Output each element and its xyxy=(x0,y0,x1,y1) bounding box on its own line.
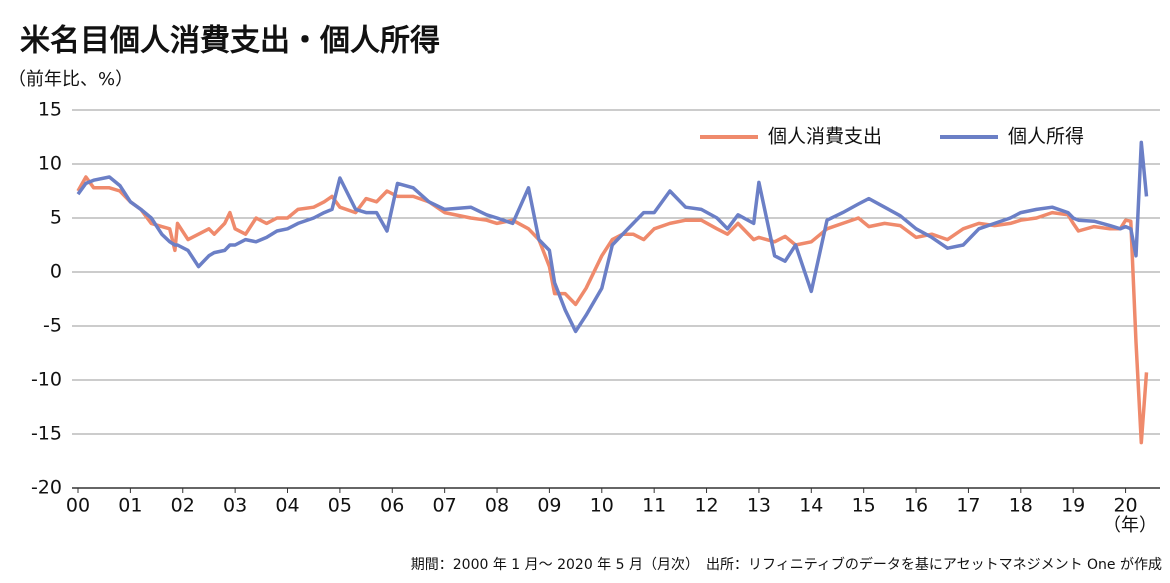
x-tick-label: 10 xyxy=(590,495,614,517)
y-tick-label: -10 xyxy=(31,369,62,391)
x-tick-label: 01 xyxy=(118,495,142,517)
x-tick-label: 00 xyxy=(66,495,90,517)
chart-title: 米名目個人消費支出・個人所得 xyxy=(20,24,440,59)
y-axis-label: （前年比、%） xyxy=(8,69,133,90)
legend-label: 個人消費支出 xyxy=(768,126,882,148)
x-tick-label: 15 xyxy=(852,495,876,517)
y-tick-label: 5 xyxy=(50,207,62,229)
x-tick-label: 09 xyxy=(537,495,561,517)
x-tick-label: 08 xyxy=(485,495,509,517)
footnote: 期間：2000 年 1 月～ 2020 年 5 月（月次） 出所：リフィニティブ… xyxy=(411,556,1162,573)
y-tick-label: 15 xyxy=(38,99,62,121)
x-axis-label: （年） xyxy=(1103,515,1157,536)
y-tick-label: -20 xyxy=(31,477,62,499)
x-tick-label: 13 xyxy=(747,495,771,517)
x-tick-label: 03 xyxy=(223,495,247,517)
y-tick-label: 10 xyxy=(38,153,62,175)
series-line xyxy=(76,140,1149,334)
x-tick-label: 05 xyxy=(328,495,352,517)
x-tick-label: 02 xyxy=(171,495,195,517)
x-tick-label: 12 xyxy=(694,495,718,517)
x-tick-label: 07 xyxy=(433,495,457,517)
x-tick-label: 11 xyxy=(642,495,666,517)
x-tick-label: 20 xyxy=(1113,495,1137,517)
x-tick-label: 16 xyxy=(904,495,928,517)
x-tick-label: 06 xyxy=(380,495,404,517)
x-tick-label: 14 xyxy=(799,495,823,517)
y-tick-label: -15 xyxy=(31,423,62,445)
y-tick-label: -5 xyxy=(43,315,62,337)
y-tick-label: 0 xyxy=(50,261,62,283)
x-tick-label: 19 xyxy=(1061,495,1085,517)
x-tick-label: 17 xyxy=(956,495,980,517)
legend-label: 個人所得 xyxy=(1008,126,1084,148)
x-tick-label: 18 xyxy=(1009,495,1033,517)
series-line xyxy=(76,175,1149,445)
x-tick-label: 04 xyxy=(275,495,299,517)
